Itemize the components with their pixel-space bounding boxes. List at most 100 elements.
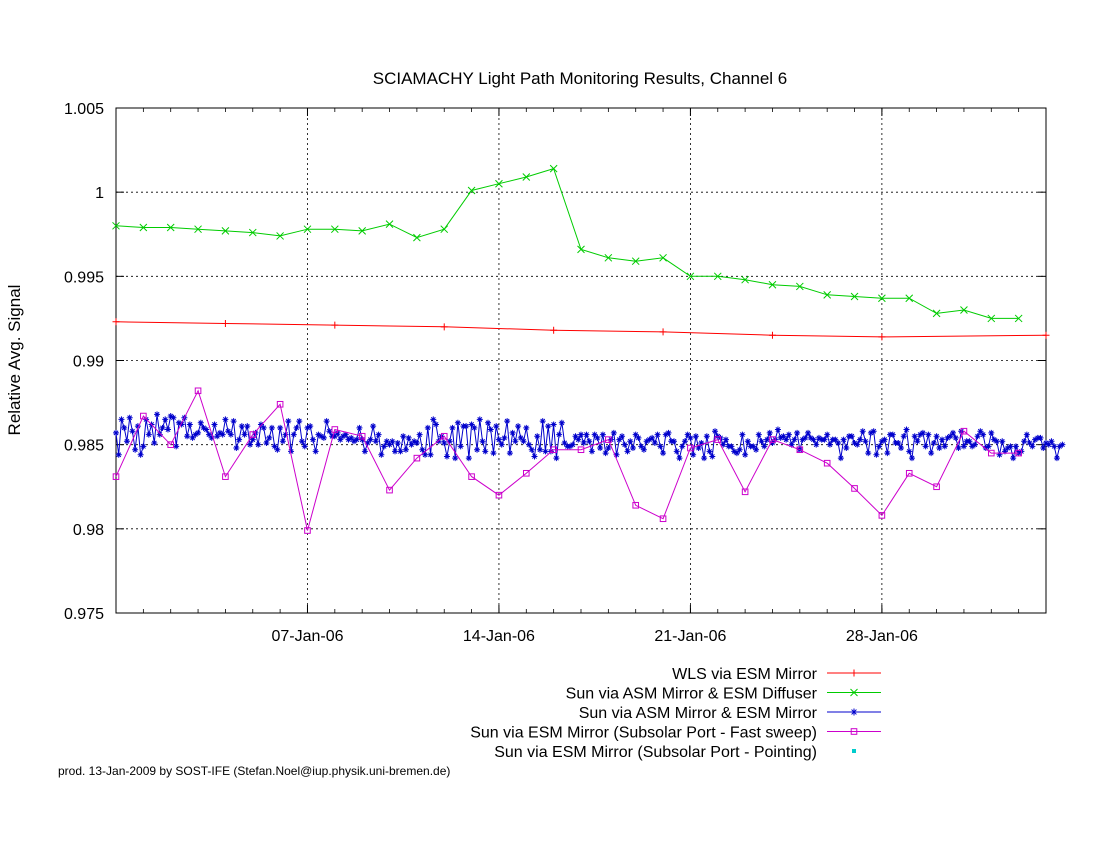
star-marker — [214, 433, 221, 440]
star-marker — [917, 431, 924, 438]
cross-marker — [194, 225, 202, 234]
star-marker — [572, 433, 579, 440]
star-marker — [309, 436, 316, 443]
cross-marker — [659, 253, 667, 262]
star-marker — [840, 436, 847, 443]
star-marker — [493, 423, 500, 430]
star-marker — [878, 438, 885, 445]
star-marker — [889, 431, 896, 438]
star-marker — [260, 424, 267, 431]
series-group — [112, 164, 1066, 534]
star-marker — [930, 439, 937, 446]
star-marker — [359, 436, 366, 443]
star-marker — [553, 455, 560, 462]
square-marker — [276, 400, 284, 408]
star-marker — [821, 436, 828, 443]
y-tick-label: 0.99 — [73, 354, 104, 371]
square-marker — [905, 469, 913, 477]
star-marker — [649, 434, 656, 441]
star-marker — [991, 436, 998, 443]
star-marker — [876, 443, 883, 450]
star-marker — [364, 439, 371, 446]
star-marker — [413, 439, 420, 446]
star-marker — [520, 438, 527, 445]
star-marker — [197, 419, 204, 426]
star-marker — [722, 436, 729, 443]
star-marker — [599, 431, 606, 438]
star-marker — [238, 423, 245, 430]
star-marker — [301, 443, 308, 450]
star-marker — [386, 441, 393, 448]
square-marker — [358, 432, 366, 440]
plus-marker — [1042, 331, 1050, 339]
cross-marker — [850, 292, 859, 301]
star-marker — [392, 448, 398, 455]
star-marker — [928, 450, 935, 457]
plus-marker — [768, 331, 776, 339]
cross-marker — [330, 225, 339, 234]
star-marker — [575, 436, 582, 443]
star-marker — [1045, 441, 1052, 448]
star-marker — [422, 451, 429, 458]
legend-label: Sun via ESM Mirror (Subsolar Port - Fast… — [470, 725, 817, 742]
star-marker — [881, 436, 888, 443]
star-marker — [400, 433, 407, 440]
star-marker — [123, 438, 130, 445]
star-marker — [588, 448, 595, 455]
star-marker — [657, 443, 664, 450]
star-marker — [433, 421, 440, 428]
star-marker — [257, 421, 264, 428]
star-marker — [457, 443, 464, 450]
star-marker — [594, 434, 601, 441]
star-marker — [115, 451, 122, 458]
star-marker — [271, 443, 278, 450]
star-marker — [509, 429, 516, 436]
star-marker — [955, 445, 962, 452]
series-4 — [112, 387, 1022, 534]
star-marker — [263, 439, 270, 446]
star-marker — [671, 438, 677, 445]
series-line — [115, 321, 1047, 338]
star-marker — [113, 429, 119, 436]
star-marker — [832, 436, 839, 443]
star-marker — [605, 445, 612, 452]
star-marker — [550, 421, 557, 428]
star-marker — [698, 439, 705, 446]
square-marker — [304, 527, 311, 534]
star-marker — [632, 431, 639, 438]
dot-marker — [852, 749, 856, 753]
star-marker — [350, 438, 357, 445]
square-marker — [550, 446, 557, 454]
star-marker — [485, 419, 491, 426]
star-marker — [118, 416, 125, 423]
cross-marker — [932, 309, 941, 318]
cross-marker — [987, 314, 996, 323]
star-marker — [728, 443, 735, 450]
star-marker — [744, 438, 751, 445]
star-marker — [985, 443, 992, 450]
star-marker — [859, 428, 866, 435]
series-3 — [113, 411, 1066, 462]
plus-marker — [878, 333, 886, 341]
star-marker — [753, 446, 760, 453]
cross-marker — [166, 223, 175, 232]
star-marker — [1056, 443, 1063, 450]
chart-title: SCIAMACHY Light Path Monitoring Results,… — [373, 69, 788, 88]
plus-marker — [221, 319, 229, 327]
star-marker — [299, 438, 305, 445]
grid — [116, 108, 1046, 613]
star-marker — [692, 433, 699, 440]
star-marker — [714, 433, 721, 440]
star-marker — [367, 436, 374, 443]
star-marker — [375, 431, 382, 438]
star-marker — [512, 438, 519, 445]
star-marker — [323, 418, 330, 425]
star-marker — [813, 441, 820, 448]
star-marker — [681, 438, 688, 445]
cross-marker — [276, 232, 284, 240]
cross-marker — [604, 253, 613, 262]
star-marker — [326, 428, 333, 435]
star-marker — [452, 455, 459, 462]
axes: 0.975 0.98 0.985 0.99 0.995 1 1.005 07-Jan-06 14… — [64, 101, 1047, 645]
square-marker — [440, 432, 448, 440]
